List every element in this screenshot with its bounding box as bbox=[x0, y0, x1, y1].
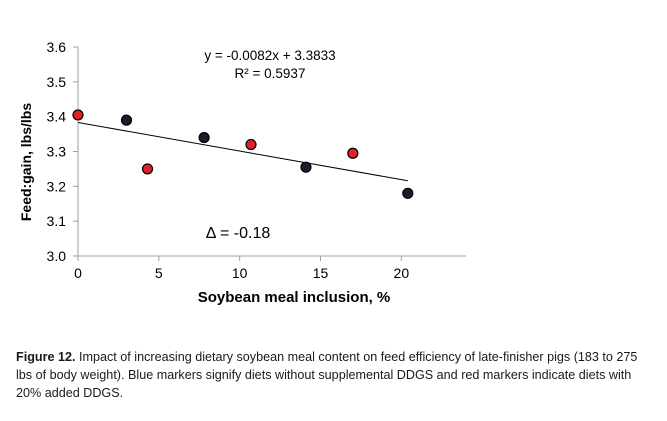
figure-caption-text: Impact of increasing dietary soybean mea… bbox=[16, 350, 638, 400]
y-tick-label: 3.0 bbox=[47, 248, 67, 264]
data-point-ddgs bbox=[245, 138, 257, 151]
axes: 3.0 3.1 3.2 3.3 3.4 3.5 3.6 0 5 10 15 20 bbox=[47, 39, 466, 281]
data-point-no-ddgs bbox=[198, 131, 210, 144]
data-point-ddgs bbox=[72, 109, 84, 121]
y-tick-label: 3.1 bbox=[47, 213, 67, 229]
y-tick-label: 3.4 bbox=[47, 109, 67, 125]
y-axis-label: Feed:gain, lbs/lbs bbox=[18, 103, 34, 221]
y-tick-label: 3.6 bbox=[47, 39, 67, 55]
trendline bbox=[77, 121, 408, 182]
trendline-equation: y = -0.0082x + 3.3833 bbox=[204, 48, 335, 63]
x-tick-label: 10 bbox=[232, 265, 248, 281]
data-points bbox=[72, 109, 414, 199]
delta-annotation: Δ = -0.18 bbox=[206, 225, 271, 242]
x-axis-label: Soybean meal inclusion, % bbox=[198, 289, 391, 306]
x-tick-label: 5 bbox=[155, 265, 163, 281]
x-tick-label: 15 bbox=[313, 265, 329, 281]
data-point-no-ddgs bbox=[120, 114, 133, 126]
trendline-group bbox=[77, 121, 408, 182]
y-tick-label: 3.3 bbox=[47, 144, 67, 160]
x-tick-label: 0 bbox=[74, 265, 82, 281]
y-tick-label: 3.2 bbox=[47, 178, 67, 194]
figure-label: Figure 12. bbox=[16, 350, 76, 364]
data-point-ddgs bbox=[347, 147, 359, 159]
r-squared-label: R² = 0.5937 bbox=[235, 66, 306, 81]
y-tick-label: 3.5 bbox=[47, 74, 67, 90]
scatter-chart: 3.0 3.1 3.2 3.3 3.4 3.5 3.6 0 5 10 15 20 y = -0.008… bbox=[18, 39, 466, 306]
figure-caption: Figure 12. Impact of increasing dietary … bbox=[16, 348, 656, 402]
x-tick-label: 20 bbox=[394, 265, 410, 281]
data-point-no-ddgs bbox=[402, 187, 414, 199]
data-point-ddgs bbox=[141, 163, 154, 175]
data-point-no-ddgs bbox=[300, 161, 312, 173]
